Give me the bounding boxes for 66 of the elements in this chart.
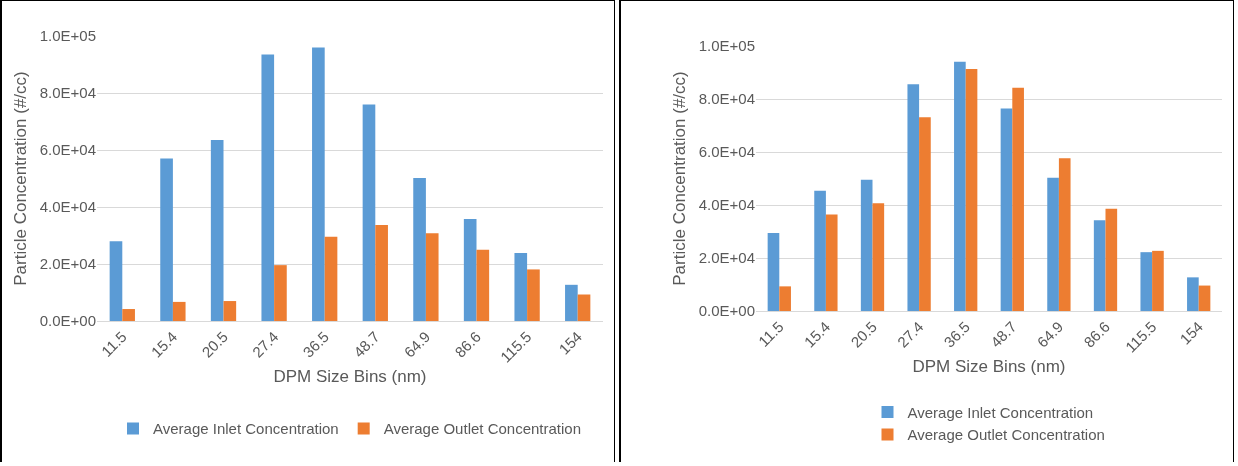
y-tick-label: 4.0E+04 [39,198,96,216]
bar [565,284,578,321]
bar [1093,220,1106,311]
legend-label: Average Inlet Concentration [153,420,339,438]
y-tick-label: 8.0E+04 [39,84,96,102]
bar [122,309,135,321]
bar [172,301,186,321]
bar [274,265,287,321]
y-axis-title: Particle Concentration (#/cc) [11,71,31,286]
x-axis-title: DPM Size Bins (nm) [273,367,427,386]
x-tick-label: 64.9 [1033,317,1067,351]
bar [425,233,439,321]
y-tick-label: 0.0E+00 [698,302,755,320]
y-tick-label: 6.0E+04 [698,143,755,161]
y-axis-title: Particle Concentration (#/cc) [670,71,690,286]
bar [919,117,931,311]
bar [362,104,376,321]
bar [814,190,826,311]
bar [476,249,490,321]
bar [312,47,325,321]
bar [767,233,780,311]
bar [965,69,978,311]
x-tick-label: 64.9 [400,327,434,361]
bar [160,158,173,321]
bar [210,140,224,321]
x-tick-label: 154 [1176,317,1207,348]
y-tick-label: 4.0E+04 [698,196,755,214]
bar [1058,158,1071,311]
y-tick-label: 8.0E+04 [698,90,755,108]
legend-label: Average Outlet Concentration [907,426,1105,444]
bar [779,286,791,311]
bar [1140,252,1153,311]
bar [527,269,540,321]
bar [1000,108,1013,311]
x-tick-label: 86.6 [1080,317,1113,351]
x-tick-label: 86.6 [451,327,484,361]
bar [825,214,838,311]
bar [1012,87,1024,311]
bar [413,177,426,321]
bar [907,84,920,311]
bar [223,301,237,321]
bar [872,203,885,311]
y-tick-label: 2.0E+04 [698,249,755,267]
bar [1047,177,1059,311]
bar [1152,250,1164,311]
bar [1105,208,1118,311]
bar [1187,277,1199,311]
bar [109,241,123,321]
y-tick-label: 0.0E+00 [39,312,96,330]
x-tick-label: 154 [555,327,586,358]
y-tick-label: 2.0E+04 [39,255,96,273]
bar [860,179,873,311]
y-tick-label: 6.0E+04 [39,141,96,159]
bar [514,252,528,321]
bar [1198,285,1211,311]
bar [261,54,275,321]
y-tick-label: 1.0E+05 [39,27,96,45]
bar [375,224,388,321]
x-axis-title: DPM Size Bins (nm) [912,357,1066,376]
legend-label: Average Inlet Concentration [907,403,1094,421]
y-tick-label: 1.0E+05 [698,37,755,55]
bar [954,61,966,311]
bar [577,294,591,321]
bar [324,236,338,321]
legend-label: Average Outlet Concentration [383,420,582,438]
bar [463,218,477,321]
